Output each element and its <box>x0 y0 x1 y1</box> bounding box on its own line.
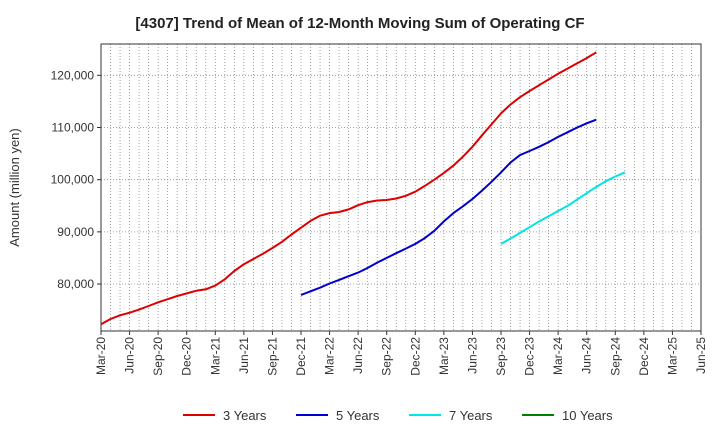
series-line-3-years <box>100 51 597 326</box>
series-line-5-years <box>300 118 597 296</box>
x-tick-label: Mar-20 <box>94 337 108 375</box>
x-tick-label: Mar-25 <box>665 337 679 375</box>
x-axis-ticks: Mar-20 Jun-20 Sep-20 Dec-20 Mar-21 Jun-21 Sep-… <box>94 331 708 376</box>
chart-title: [4307] Trend of Mean of 12-Month Moving … <box>135 15 584 32</box>
legend-label: 10 Years <box>562 408 613 423</box>
y-tick-label: 110,000 <box>52 120 95 134</box>
legend-label: 3 Years <box>223 408 267 423</box>
y-tick-label: 90,000 <box>57 225 94 239</box>
x-tick-label: Mar-21 <box>208 337 222 375</box>
x-tick-label: Dec-23 <box>523 337 537 376</box>
legend-label: 5 Years <box>336 408 380 423</box>
x-tick-label: Sep-23 <box>494 337 508 376</box>
y-axis-label: Amount (million yen) <box>7 128 22 247</box>
x-tick-label: Jun-25 <box>694 337 708 374</box>
x-tick-label: Sep-20 <box>151 337 165 376</box>
x-tick-label: Jun-24 <box>580 337 594 374</box>
y-tick-label: 120,000 <box>51 68 95 82</box>
x-tick-label: Mar-23 <box>437 337 451 375</box>
y-tick-label: 100,000 <box>51 173 95 187</box>
x-tick-label: Sep-22 <box>380 337 394 376</box>
y-axis-ticks: 80,000 90,000 100,000 110,000 120,000 <box>51 68 101 291</box>
grid-lines <box>101 44 701 331</box>
x-tick-label: Dec-20 <box>180 337 194 376</box>
x-tick-label: Sep-21 <box>265 337 279 376</box>
x-tick-label: Mar-24 <box>551 337 565 375</box>
x-tick-label: Jun-23 <box>465 337 479 374</box>
x-tick-label: Jun-21 <box>237 337 251 374</box>
plot-area-frame <box>100 43 702 332</box>
x-tick-label: Dec-21 <box>294 337 308 376</box>
x-tick-label: Jun-20 <box>123 337 137 374</box>
x-tick-label: Mar-22 <box>323 337 337 375</box>
x-tick-label: Jun-22 <box>351 337 365 374</box>
legend: 3 Years 5 Years 7 Years 10 Years <box>183 408 613 423</box>
x-tick-label: Sep-24 <box>608 337 622 376</box>
x-tick-label: Dec-24 <box>637 337 651 376</box>
x-tick-label: Dec-22 <box>408 337 422 376</box>
series-line-7-years <box>500 171 626 245</box>
series-lines <box>100 51 626 326</box>
y-tick-label: 80,000 <box>57 277 94 291</box>
legend-label: 7 Years <box>449 408 493 423</box>
